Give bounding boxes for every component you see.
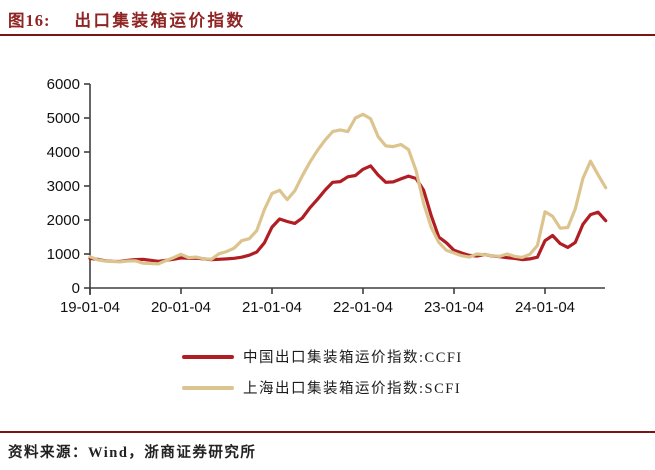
legend-item-scfi: 上海出口集装箱运价指数:SCFI xyxy=(182,377,463,398)
title-divider-rule xyxy=(0,34,655,36)
x-axis-label: 24-01-04 xyxy=(515,299,575,316)
chart-legend: 中国出口集装箱运价指数:CCFI 上海出口集装箱运价指数:SCFI xyxy=(182,346,463,398)
legend-label-ccfi: 中国出口集装箱运价指数:CCFI xyxy=(243,350,463,366)
footer-divider-rule xyxy=(0,431,655,433)
x-axis-label: 23-01-04 xyxy=(424,299,484,316)
x-axis-label: 21-01-04 xyxy=(242,299,302,316)
figure-title: 出口集装箱运价指数 xyxy=(74,11,246,30)
figure-number: 图16: xyxy=(8,11,51,30)
ccfi-series-line xyxy=(88,164,608,264)
scfi-line-swatch xyxy=(182,385,234,390)
x-axis-label: 22-01-04 xyxy=(333,299,393,316)
scfi-series-line xyxy=(88,112,608,266)
y-axis-label: 2000 xyxy=(47,212,80,229)
x-axis-label: 19-01-04 xyxy=(60,299,120,316)
y-axis-label: 6000 xyxy=(47,76,80,93)
chart-canvas: 0 1000 2000 3000 4000 5000 6000 19-01-04 20-01-0… xyxy=(47,76,608,316)
y-axis-label: 1000 xyxy=(47,246,80,263)
figure-title-row: 图16: 出口集装箱运价指数 xyxy=(8,7,246,31)
y-axis-label: 0 xyxy=(72,280,80,297)
legend-item-ccfi: 中国出口集装箱运价指数:CCFI xyxy=(182,346,463,367)
ccfi-line-swatch xyxy=(182,354,234,359)
y-axis-label: 4000 xyxy=(47,144,80,161)
y-axis-label: 3000 xyxy=(47,178,80,195)
source-note: 资料来源：Wind，浙商证券研究所 xyxy=(8,445,257,461)
legend-label-scfi: 上海出口集装箱运价指数:SCFI xyxy=(243,381,462,397)
y-axis-label: 5000 xyxy=(47,110,80,127)
x-axis-label: 20-01-04 xyxy=(151,299,211,316)
